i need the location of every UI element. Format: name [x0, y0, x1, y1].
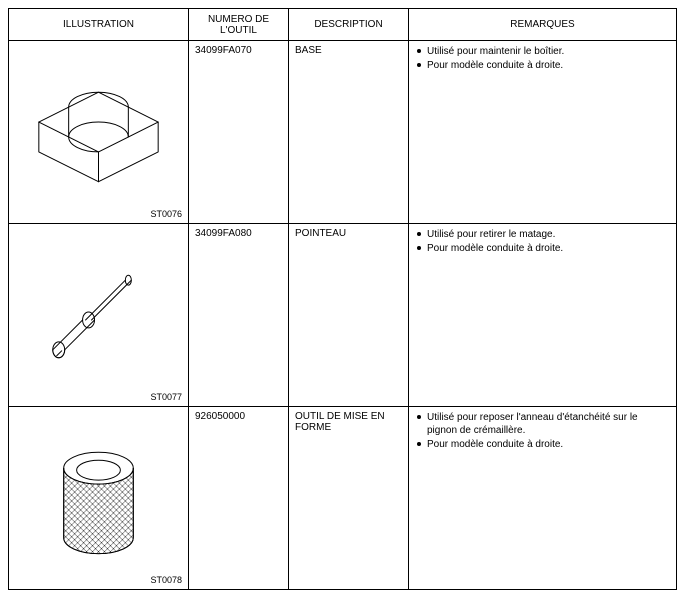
remarks-list: Utilisé pour reposer l'anneau d'étanchéi… [415, 411, 670, 451]
remark-item: Utilisé pour reposer l'anneau d'étanchéi… [415, 411, 670, 437]
remark-item: Pour modèle conduite à droite. [415, 438, 670, 451]
header-row: ILLUSTRATION NUMERO DE L'OUTIL DESCRIPTI… [9, 9, 677, 41]
illustration-cell: ST0077 [9, 224, 189, 407]
header-description: DESCRIPTION [289, 9, 409, 41]
illustration-cell: ST0078 [9, 407, 189, 590]
remarks-list: Utilisé pour maintenir le boîtier. Pour … [415, 45, 670, 72]
remarks-cell: Utilisé pour maintenir le boîtier. Pour … [409, 41, 677, 224]
remarks-list: Utilisé pour retirer le matage. Pour mod… [415, 228, 670, 255]
remarks-cell: Utilisé pour retirer le matage. Pour mod… [409, 224, 677, 407]
tool-number: 34099FA070 [189, 41, 289, 224]
illustration-knurled-cylinder [9, 407, 188, 589]
illustration-code: ST0076 [150, 209, 182, 219]
remark-item: Pour modèle conduite à droite. [415, 242, 670, 255]
tool-number: 34099FA080 [189, 224, 289, 407]
header-remarks: REMARQUES [409, 9, 677, 41]
tool-number: 926050000 [189, 407, 289, 590]
description: BASE [289, 41, 409, 224]
remarks-cell: Utilisé pour reposer l'anneau d'étanchéi… [409, 407, 677, 590]
tools-table: ILLUSTRATION NUMERO DE L'OUTIL DESCRIPTI… [8, 8, 677, 590]
remark-item: Utilisé pour retirer le matage. [415, 228, 670, 241]
remark-item: Pour modèle conduite à droite. [415, 59, 670, 72]
table-row: ST0078 926050000 OUTIL DE MISE EN FORME … [9, 407, 677, 590]
header-illustration: ILLUSTRATION [9, 9, 189, 41]
illustration-code: ST0077 [150, 392, 182, 402]
illustration-punch-tool [9, 224, 188, 406]
header-tool-number: NUMERO DE L'OUTIL [189, 9, 289, 41]
table-row: ST0077 34099FA080 POINTEAU Utilisé pour … [9, 224, 677, 407]
description: OUTIL DE MISE EN FORME [289, 407, 409, 590]
table-row: ST0076 34099FA070 BASE Utilisé pour main… [9, 41, 677, 224]
illustration-code: ST0078 [150, 575, 182, 585]
illustration-cell: ST0076 [9, 41, 189, 224]
description: POINTEAU [289, 224, 409, 407]
remark-item: Utilisé pour maintenir le boîtier. [415, 45, 670, 58]
illustration-base-block [9, 41, 188, 223]
